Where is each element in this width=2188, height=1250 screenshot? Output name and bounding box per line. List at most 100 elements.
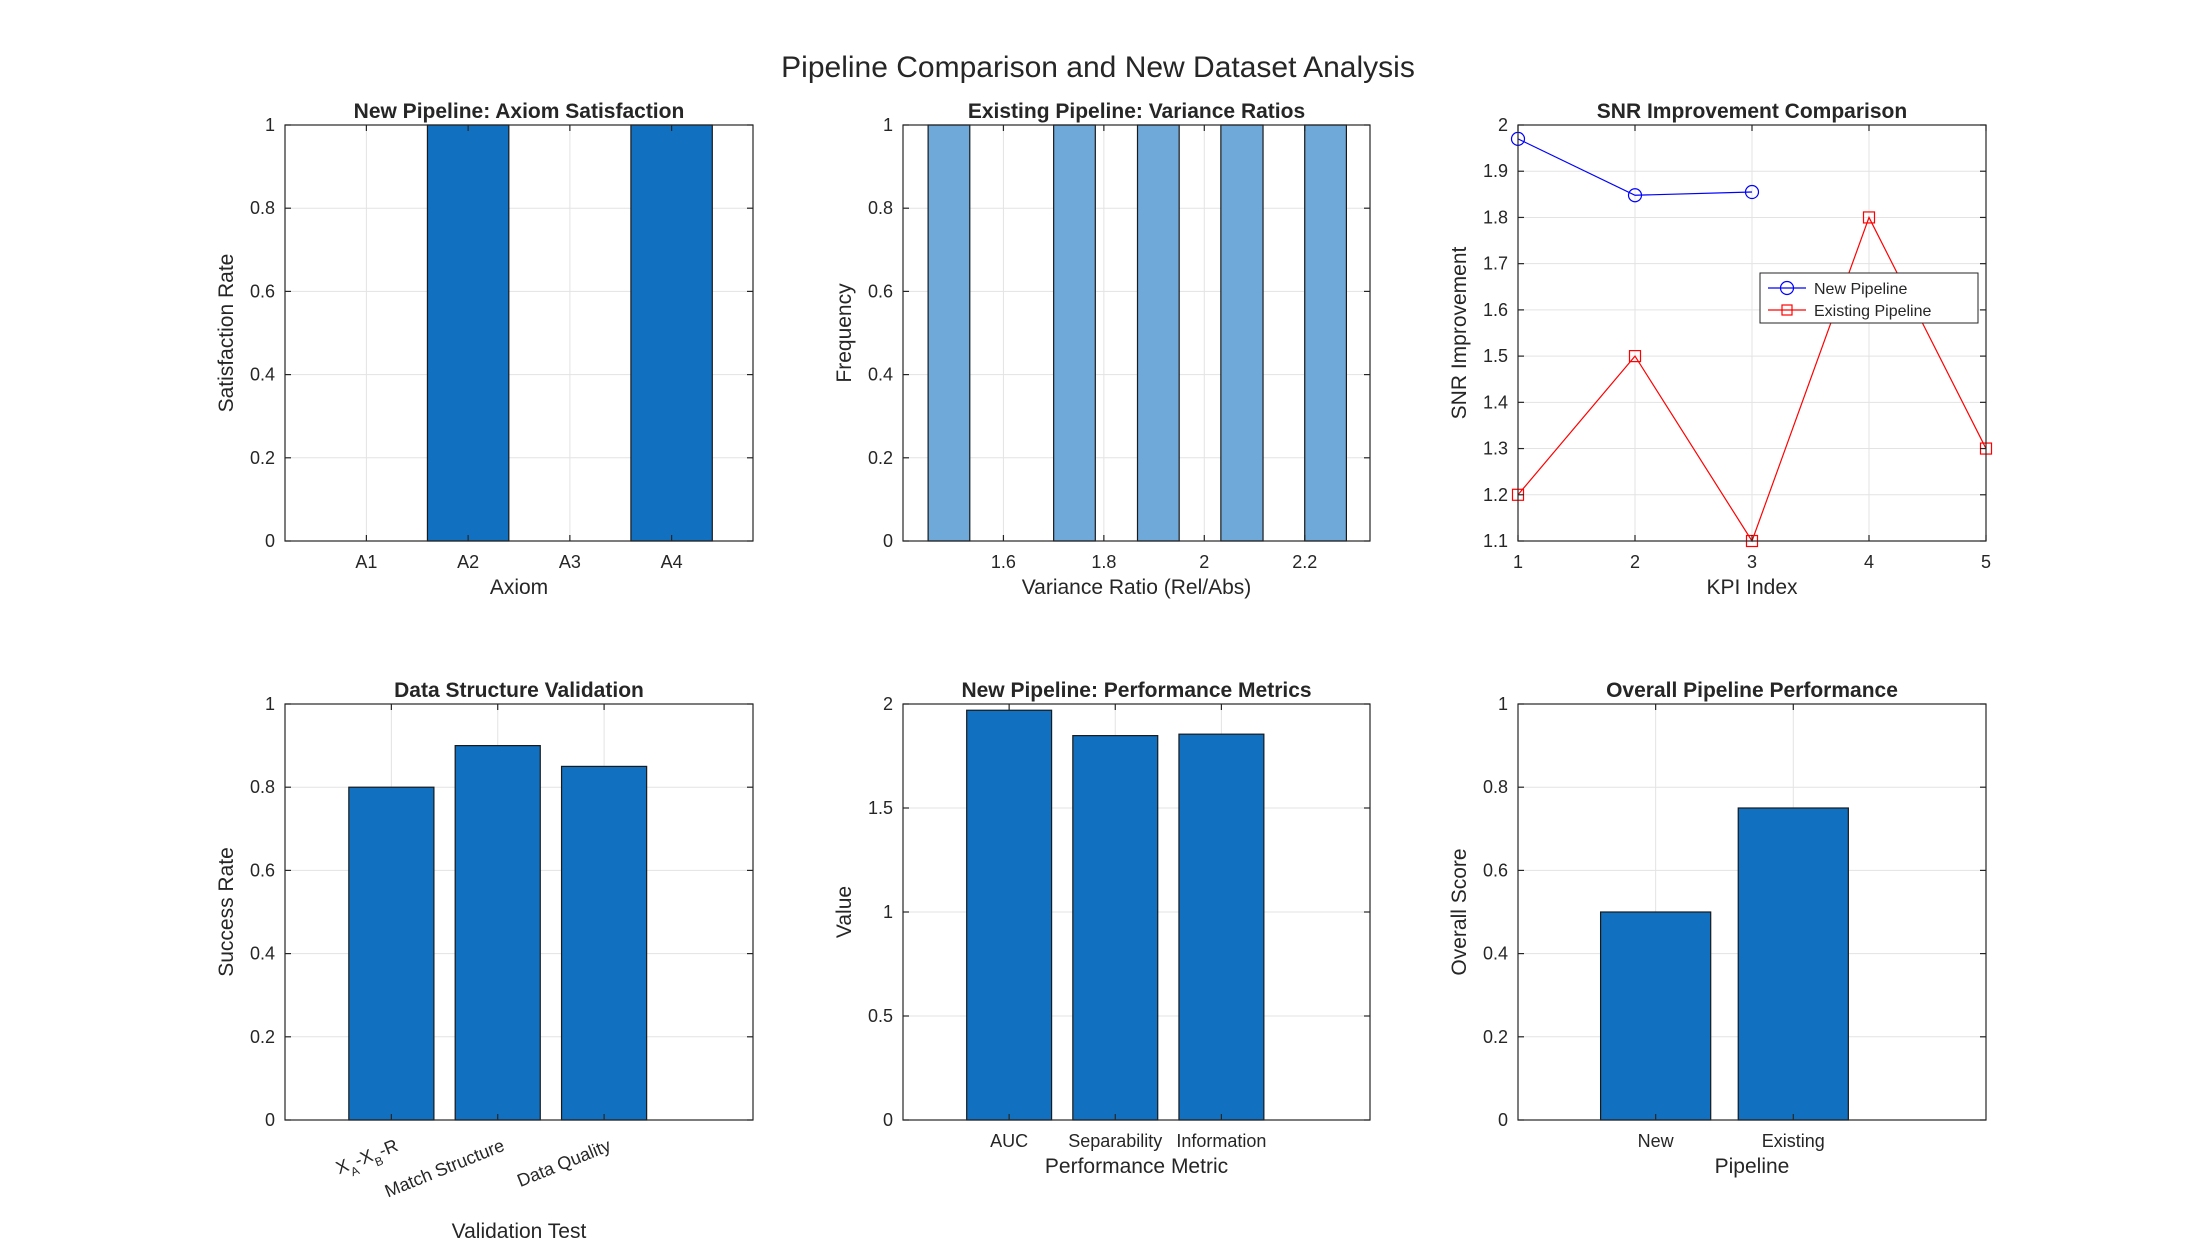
y-tick-label: 0.2	[250, 1027, 275, 1047]
x-tick-label: Information	[1176, 1131, 1266, 1151]
bar-match-structure	[454, 744, 541, 1121]
panel-2: 0 0.2 0.4 0.6 0.8 1 1.6 1.8 2 2.2 Existing Pipelin…	[833, 100, 1371, 599]
y-axis-label: Overall Score	[1448, 848, 1471, 975]
y-tick-label: 1	[265, 115, 275, 135]
x-tick-label: Data Quality	[514, 1135, 613, 1191]
legend: New Pipeline Existing Pipeline	[1759, 272, 1979, 324]
series-point	[1862, 211, 1876, 224]
series-line-1	[1517, 138, 1753, 196]
x-tick-label: 4	[1864, 552, 1874, 572]
legend-marker	[1781, 304, 1793, 316]
y-axis-label: Success Rate	[215, 847, 238, 977]
series-point	[1744, 184, 1760, 200]
panel-title: SNR Improvement Comparison	[1597, 100, 1907, 123]
y-tick-label: 0.2	[250, 448, 275, 468]
x-tick-label: AUC	[990, 1131, 1028, 1151]
panel-title: Overall Pipeline Performance	[1606, 679, 1898, 702]
legend-label: New Pipeline	[1814, 281, 1907, 298]
x-tick-label: A4	[661, 552, 683, 572]
x-tick-label: 3	[1747, 552, 1757, 572]
x-axis-label: Variance Ratio (Rel/Abs)	[1022, 576, 1252, 599]
axes-box	[1517, 703, 1987, 1121]
x-tick-label: Existing	[1762, 1131, 1825, 1151]
y-tick-label: 0.8	[868, 198, 893, 218]
histogram-bar	[1136, 124, 1180, 542]
y-tick-label: 1.3	[1483, 439, 1508, 459]
panel-title: Data Structure Validation	[394, 679, 644, 702]
panel-5: 0 0.5 1 1.5 2 AUC Separability Information New P…	[833, 679, 1371, 1178]
bar-new	[1599, 911, 1712, 1121]
x-tick-label: New	[1638, 1131, 1675, 1151]
x-tick-label: 1.8	[1091, 552, 1116, 572]
x-tick-label: A2	[457, 552, 479, 572]
y-tick-label: 0.6	[868, 281, 893, 301]
y-tick-label: 1.7	[1483, 254, 1508, 274]
x-tick-label: 2	[1199, 552, 1209, 572]
panel-title: Existing Pipeline: Variance Ratios	[968, 100, 1305, 123]
bar-separability	[1072, 735, 1159, 1121]
y-tick-label: 1.8	[1483, 207, 1508, 227]
panel-3: 1.1 1.2 1.3 1.4 1.5 1.6 1.7 1.8 1.9 2 1 2 3 4 5 SNR Imp…	[1448, 100, 1993, 599]
y-tick-label: 1.1	[1483, 531, 1508, 551]
panel-6: 0 0.2 0.4 0.6 0.8 1 New Existing Overall Pipelin…	[1448, 679, 1987, 1178]
bar-a4	[630, 124, 713, 542]
x-tick-label: 2.2	[1292, 552, 1317, 572]
x-tick-label: 5	[1981, 552, 1991, 572]
y-axis-label: Satisfaction Rate	[215, 254, 238, 413]
plot-area	[903, 125, 1370, 541]
y-tick-label: 0.2	[868, 448, 893, 468]
y-tick-label: 0.4	[868, 365, 893, 385]
y-tick-label: 0.6	[250, 860, 275, 880]
y-tick-label: 0	[1498, 1110, 1508, 1130]
y-tick-label: 1.9	[1483, 161, 1508, 181]
x-tick-label: 1.6	[991, 552, 1016, 572]
bar-information	[1178, 733, 1265, 1121]
x-axis-label: Performance Metric	[1045, 1155, 1228, 1178]
bar-existing	[1737, 807, 1849, 1121]
y-tick-label: 1	[1498, 694, 1508, 714]
histogram-bar	[1220, 124, 1264, 542]
legend-box	[1759, 272, 1979, 324]
series-point	[1627, 188, 1643, 203]
x-axis-label: Validation Test	[452, 1220, 587, 1243]
axes-box	[284, 703, 754, 1121]
x-axis-label: Pipeline	[1715, 1155, 1790, 1178]
y-tick-label: 0.4	[250, 944, 275, 964]
bar-data-quality	[560, 765, 648, 1121]
bar-auc	[966, 709, 1053, 1121]
histogram-bar	[927, 124, 971, 542]
legend-label: Existing Pipeline	[1814, 303, 1932, 320]
y-axis-label: Frequency	[833, 283, 856, 383]
y-tick-label: 0.2	[1483, 1027, 1508, 1047]
panel-1: 0 0.2 0.4 0.6 0.8 1 A1 A2 A3 A4 New Pipeline: Axio…	[215, 100, 754, 599]
y-tick-label: 0.4	[1483, 944, 1508, 964]
bar-a2	[426, 124, 510, 542]
y-tick-label: 1.4	[1483, 392, 1508, 412]
y-tick-label: 0	[883, 531, 893, 551]
y-tick-label: 1.2	[1483, 485, 1508, 505]
y-axis-label: SNR Improvement	[1448, 246, 1471, 419]
y-tick-label: 0.5	[868, 1006, 893, 1026]
y-tick-label: 0.8	[250, 777, 275, 797]
y-tick-label: 0.6	[250, 281, 275, 301]
y-tick-label: 0	[883, 1110, 893, 1130]
x-axis-label: Axiom	[490, 576, 548, 599]
x-axis-label: KPI Index	[1706, 576, 1798, 599]
y-tick-label: 1	[883, 902, 893, 922]
x-tick-label: 2	[1630, 552, 1640, 572]
y-tick-label: 1	[883, 115, 893, 135]
y-tick-label: 1.5	[1483, 346, 1508, 366]
figure-title: Pipeline Comparison and New Dataset Anal…	[781, 51, 1415, 84]
panel-title: New Pipeline: Performance Metrics	[961, 679, 1311, 702]
y-tick-label: 1.6	[1483, 300, 1508, 320]
axes-box	[284, 124, 754, 542]
panel-title: New Pipeline: Axiom Satisfaction	[354, 100, 685, 123]
x-tick-label: 1	[1513, 552, 1523, 572]
y-tick-label: 0	[265, 1110, 275, 1130]
histogram-bar	[1304, 124, 1347, 542]
axes-box	[902, 124, 1371, 542]
histogram-bar	[1053, 124, 1096, 542]
y-tick-label: 0.8	[1483, 777, 1508, 797]
y-tick-label: 0.4	[250, 365, 275, 385]
